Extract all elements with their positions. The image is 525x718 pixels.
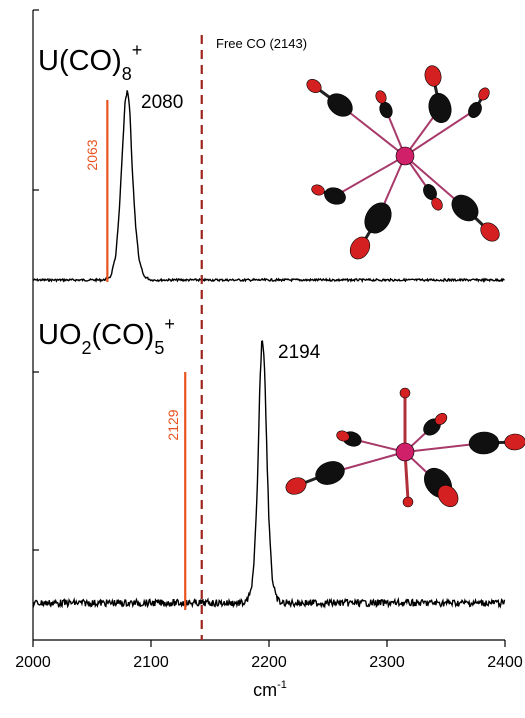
upper-spectrum-trace <box>32 90 505 284</box>
x-axis: 2000 2100 2200 2300 2400 <box>15 640 523 671</box>
lower-spectrum-trace <box>32 340 506 609</box>
upper-species-label: U(CO)8+ <box>38 40 142 84</box>
x-tick-label: 2400 <box>487 654 523 671</box>
free-co-label: Free CO (2143) <box>216 36 307 51</box>
upper-peak-label: 2080 <box>141 92 183 113</box>
x-tick-label: 2100 <box>133 654 169 671</box>
x-tick-label: 2000 <box>15 654 51 671</box>
x-tick-label: 2200 <box>251 654 287 671</box>
upper-computed-label: 2063 <box>84 139 100 170</box>
x-tick-label: 2300 <box>369 654 405 671</box>
u-co8-molecule-icon <box>306 65 500 260</box>
lower-peak-label: 2194 <box>278 342 321 363</box>
lower-species-label: UO2(CO)5+ <box>38 314 175 358</box>
upper-panel <box>32 90 505 284</box>
lower-computed-label: 2129 <box>165 409 181 440</box>
lower-panel <box>32 340 506 610</box>
uo2-co5-molecule-icon <box>285 387 525 508</box>
x-axis-title: cm-1 <box>253 679 287 700</box>
